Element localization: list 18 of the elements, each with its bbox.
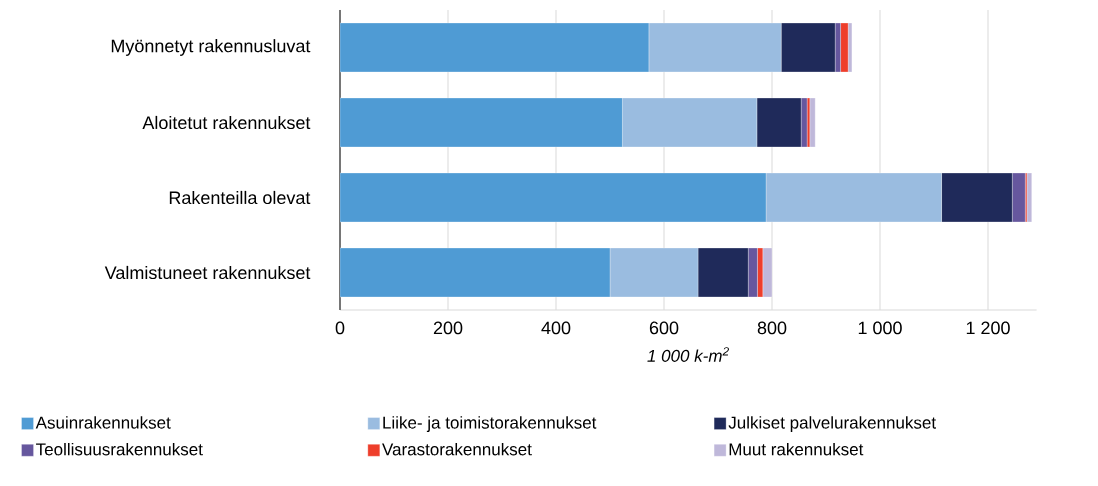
x-tick-label: 1 200: [966, 321, 1010, 335]
y-tick-label: Myönnetyt rakennusluvat: [111, 39, 311, 56]
legend-label: Asuinrakennukset: [35, 416, 171, 429]
legend-label: Varastorakennukset: [382, 442, 532, 456]
y-tick-label: Valmistuneet rakennukset: [104, 265, 311, 280]
legend-label: Muut rakennukset: [729, 442, 864, 456]
y-tick-label: Aloitetut rakennukset: [142, 115, 311, 130]
x-tick-label: 1 000: [858, 321, 902, 335]
y-tick-label: Rakenteilla olevat: [169, 190, 311, 205]
x-tick-label: 400: [541, 321, 571, 335]
x-axis-title: 1 000 k-m$^{2}$: [647, 347, 729, 362]
x-tick-label: 0: [335, 321, 345, 335]
legend-label: Liike- ja toimistorakennukset: [383, 416, 597, 433]
x-tick-label: 800: [757, 321, 787, 335]
legend-label: Teollisuusrakennukset: [36, 442, 203, 456]
x-tick-label: 600: [649, 321, 679, 335]
x-tick-label: 200: [433, 321, 463, 335]
legend-label: Julkiset palvelurakennukset: [728, 416, 936, 433]
